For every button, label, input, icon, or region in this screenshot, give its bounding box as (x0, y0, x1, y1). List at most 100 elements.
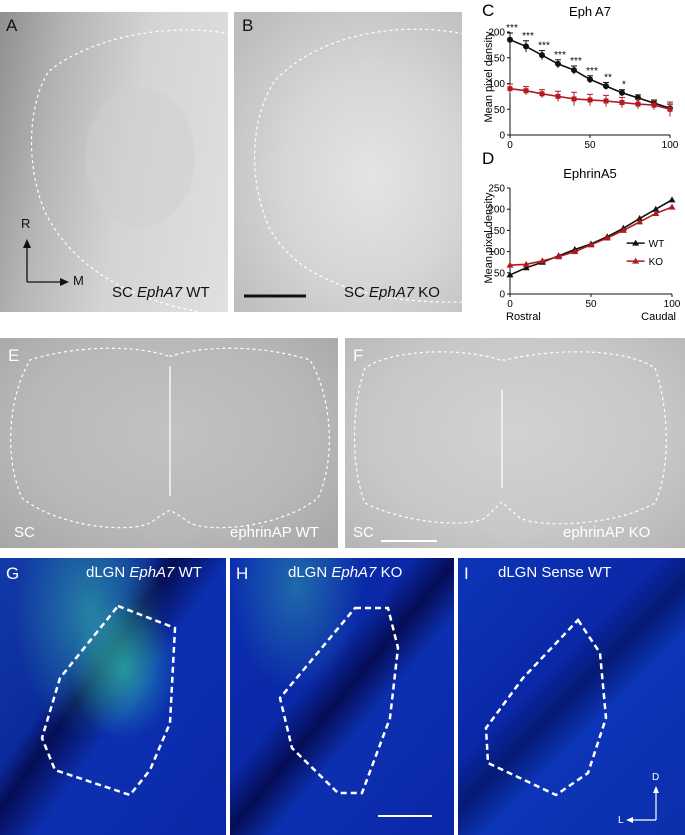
panel-b-letter: B (242, 16, 254, 35)
data-point-ko (507, 86, 513, 92)
chart-d-ylabel: Mean pixel density (483, 192, 495, 284)
axis-l-label: L (618, 815, 624, 826)
significance-label: *** (522, 31, 534, 42)
panel-e-sc-label: SC (14, 524, 35, 541)
data-point-wt (668, 196, 676, 203)
caption-suffix: WT (174, 564, 202, 581)
panel-g-caption: dLGN EphA7 WT (86, 564, 202, 581)
data-point-wt (522, 264, 530, 271)
chart-c-ylabel: Mean pixel density (483, 31, 495, 123)
data-point-ko (539, 91, 545, 97)
data-point-ko (587, 241, 595, 248)
panel-b-caption: SC EphA7 KO (344, 284, 440, 301)
caption-gene: EphA7 (137, 284, 183, 301)
significance-label: * (622, 80, 626, 91)
data-point-wt (603, 83, 609, 90)
panel-h-image: H dLGN EphA7 KO (230, 558, 454, 835)
significance-label: *** (586, 66, 598, 77)
panel-f-caption: ephrinAP KO (563, 524, 651, 541)
data-point-ko (587, 97, 593, 103)
chart-d-title: EphrinA5 (563, 166, 616, 181)
y-tick-label: 50 (494, 268, 506, 279)
x-tick-label: 100 (662, 140, 679, 151)
panel-i-image: I dLGN Sense WT D L (458, 558, 685, 835)
data-point-ko (603, 234, 611, 241)
panel-c-letter: C (482, 1, 494, 20)
y-tick-label: 150 (488, 226, 505, 237)
panel-e-image: E SC ephrinAP WT (0, 338, 338, 548)
caption-gene: EphA7 (331, 564, 377, 581)
panel-g-outline (40, 604, 177, 797)
chart-d: D EphrinA5 Mean pixel density 0 50 100 150 2… (482, 149, 681, 323)
data-point-ko (506, 261, 514, 268)
panel-a-image: A R M SC EphA7 WT (0, 12, 228, 312)
data-point-wt (619, 89, 625, 96)
panel-a-caption: SC EphA7 WT (112, 284, 210, 301)
data-point-ko (522, 260, 530, 267)
caption-prefix: SC (112, 284, 138, 301)
axis-d-label: D (652, 772, 660, 783)
y-tick-label: 150 (488, 53, 505, 64)
data-point-ko (652, 209, 660, 216)
panel-i-letter: I (464, 564, 469, 583)
data-point-ko (619, 226, 627, 233)
x-tick-label: 50 (584, 140, 596, 151)
panel-a-letter: A (6, 16, 18, 35)
panel-g-image: G dLGN EphA7 WT (0, 558, 226, 835)
data-point-wt (587, 76, 593, 83)
panel-e-caption: ephrinAP WT (230, 524, 319, 541)
significance-label: *** (554, 50, 566, 61)
legend-marker-wt (632, 239, 640, 246)
data-point-wt (539, 52, 545, 59)
panel-h-caption: dLGN EphA7 KO (288, 564, 402, 581)
panel-b-outline (244, 28, 462, 303)
data-point-wt (555, 60, 561, 67)
caption-suffix: KO (414, 284, 440, 301)
axis-m-label: M (73, 273, 84, 288)
x-tick-label: 100 (664, 299, 681, 310)
significance-label: ** (604, 72, 612, 83)
legend-marker-ko (632, 257, 640, 264)
data-point-ko (523, 88, 529, 94)
chart-c: C Eph A7 Mean pixel density 0 50 100 150 200… (482, 1, 679, 151)
panel-h-letter: H (236, 564, 249, 583)
data-point-wt (523, 43, 529, 50)
data-point-ko (555, 93, 561, 99)
panel-f-sc-label: SC (353, 524, 374, 541)
x-label-caudal: Caudal (641, 311, 676, 323)
data-point-wt (636, 215, 644, 222)
legend-label-wt: WT (649, 239, 665, 250)
panel-d-letter: D (482, 149, 494, 168)
caption-prefix: dLGN (288, 564, 332, 581)
panel-h-outline (278, 606, 432, 817)
y-tick-label: 100 (488, 79, 505, 90)
data-point-ko (571, 248, 579, 255)
panel-i-caption: dLGN Sense WT (498, 564, 612, 581)
data-point-ko (667, 106, 673, 112)
y-tick-label: 250 (488, 184, 505, 195)
y-tick-label: 0 (499, 131, 505, 142)
data-point-ko (668, 203, 676, 210)
y-tick-label: 0 (499, 290, 505, 301)
panel-f-outline (353, 351, 667, 542)
caption-gene: EphA7 (369, 284, 415, 301)
data-point-ko (619, 100, 625, 106)
significance-label: *** (570, 56, 582, 67)
y-tick-label: 200 (488, 28, 505, 39)
panel-e-outline (10, 347, 330, 529)
data-point-ko (651, 102, 657, 108)
panel-f-letter: F (353, 346, 364, 365)
data-point-wt (506, 271, 514, 278)
data-point-wt (652, 205, 660, 212)
x-label-rostral: Rostral (506, 311, 541, 323)
significance-label: *** (506, 23, 518, 34)
caption-prefix: SC (344, 284, 370, 301)
data-point-wt (507, 36, 513, 43)
data-point-ko (555, 253, 563, 260)
panel-g-letter: G (6, 564, 20, 583)
data-point-ko (538, 257, 546, 264)
panel-a-outline (23, 29, 228, 312)
y-tick-label: 200 (488, 205, 505, 216)
caption-suffix: WT (182, 284, 210, 301)
y-tick-label: 100 (488, 247, 505, 258)
